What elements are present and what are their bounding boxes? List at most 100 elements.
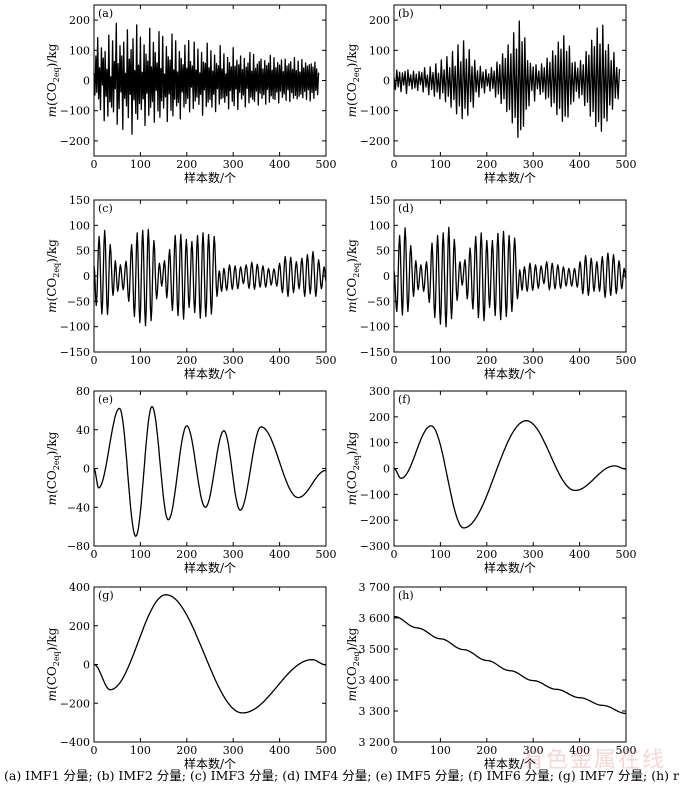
plot-frame (393, 586, 627, 743)
y-axis-label: m(CO2eq)/kg (45, 431, 61, 505)
y-tick-label: 0 (83, 75, 90, 88)
y-tick-label: 100 (69, 219, 90, 232)
x-tick-label: 100 (130, 548, 151, 561)
series-line (93, 405, 327, 537)
x-tick-label: 100 (430, 744, 451, 757)
x-axis-label: 样本数/个 (184, 170, 236, 185)
y-axis-label: m(CO2eq)/kg (345, 43, 361, 117)
panel-label: (d) (398, 202, 414, 215)
x-tick-label: 200 (476, 744, 497, 757)
x-tick-label: 400 (269, 354, 290, 367)
x-tick-label: 400 (569, 354, 590, 367)
x-tick-label: 300 (523, 548, 544, 561)
x-tick-label: 300 (223, 354, 244, 367)
y-tick-label: −100 (60, 321, 90, 334)
y-axis-label: m(CO2eq)/kg (345, 627, 361, 701)
panel-c: 0 100 200 300 400 500 −150 −100 −50 0 50 100 150 样本数/… (45, 194, 337, 381)
series-line (393, 20, 621, 138)
x-tick-label: 300 (523, 158, 544, 171)
x-tick-label: 200 (176, 548, 197, 561)
panel-a: 0 100 200 300 400 500−200−1000100200样本数/个m(CO… (45, 4, 337, 185)
x-axis-label: 样本数/个 (484, 170, 536, 185)
y-tick-label: −100 (60, 105, 90, 118)
x-tick-label: 400 (269, 744, 290, 757)
x-axis-label: 样本数/个 (484, 366, 536, 381)
x-tick-label: 400 (569, 548, 590, 561)
y-tick-label: 100 (369, 437, 390, 450)
y-tick-label: 50 (76, 245, 90, 258)
panel-label: (f) (398, 393, 411, 406)
caption-text: (a) IMF1 分量; (b) IMF2 分量; (c) IMF3 分量; (… (4, 768, 679, 783)
y-tick-label: 0 (383, 270, 390, 283)
x-tick-label: 300 (223, 158, 244, 171)
y-tick-label: 0 (383, 463, 390, 476)
x-axis-label: 样本数/个 (484, 756, 536, 771)
y-tick-label: 0 (83, 463, 90, 476)
series-line (93, 22, 320, 135)
y-tick-label: 3 600 (359, 612, 391, 625)
panel-b: 0 100 200 300 400 500−200−1000100200样本数/个m(CO… (345, 4, 637, 185)
x-tick-label: 0 (391, 744, 398, 757)
plot-frame (393, 390, 627, 547)
y-tick-label: 150 (369, 194, 390, 207)
x-tick-label: 100 (130, 158, 151, 171)
y-tick-label: −200 (360, 135, 390, 148)
x-tick-label: 500 (316, 548, 337, 561)
y-tick-label: −200 (360, 514, 390, 527)
y-tick-label: 0 (83, 659, 90, 672)
x-tick-label: 0 (91, 158, 98, 171)
y-tick-label: 3 200 (359, 736, 391, 749)
y-axis-label: m(CO2eq)/kg (345, 239, 361, 313)
y-tick-label: −50 (67, 295, 90, 308)
x-tick-label: 200 (176, 158, 197, 171)
y-tick-label: −150 (60, 346, 90, 359)
x-axis-label: 样本数/个 (484, 560, 536, 575)
x-tick-label: 200 (476, 354, 497, 367)
panel-label: (b) (398, 7, 414, 20)
x-tick-label: 500 (316, 354, 337, 367)
series-line (93, 594, 326, 714)
y-tick-label: 0 (83, 270, 90, 283)
x-tick-label: 500 (316, 744, 337, 757)
y-tick-label: −150 (360, 346, 390, 359)
y-tick-label: −300 (360, 540, 390, 553)
y-tick-label: 200 (69, 620, 90, 633)
panel-label: (e) (98, 393, 113, 406)
y-tick-label: 50 (376, 245, 390, 258)
x-tick-label: 100 (430, 354, 451, 367)
x-tick-label: 300 (223, 548, 244, 561)
series-line (93, 228, 327, 327)
y-axis-label: m(CO2eq)/kg (345, 431, 361, 505)
x-tick-label: 400 (569, 744, 590, 757)
x-tick-label: 500 (616, 548, 637, 561)
y-tick-label: 100 (69, 44, 90, 57)
x-tick-label: 400 (269, 548, 290, 561)
x-tick-label: 300 (223, 744, 244, 757)
y-tick-label: −40 (67, 501, 90, 514)
panel-label: (g) (98, 589, 114, 602)
x-tick-label: 400 (569, 158, 590, 171)
x-tick-label: 300 (523, 354, 544, 367)
panel-label: (h) (398, 589, 414, 602)
watermark: 有色金属在线 (521, 748, 666, 773)
x-axis-label: 样本数/个 (184, 756, 236, 771)
x-axis-label: 样本数/个 (184, 366, 236, 381)
x-axis-label: 样本数/个 (184, 560, 236, 575)
x-tick-label: 0 (91, 548, 98, 561)
series-line (393, 615, 627, 715)
y-tick-label: 150 (69, 194, 90, 207)
x-tick-label: 500 (616, 158, 637, 171)
x-tick-label: 100 (430, 548, 451, 561)
y-tick-label: −80 (67, 540, 90, 553)
y-tick-label: 40 (76, 424, 90, 437)
x-tick-label: 0 (91, 744, 98, 757)
y-axis-label: m(CO2eq)/kg (45, 239, 61, 313)
y-tick-label: 3 300 (359, 705, 391, 718)
x-tick-label: 0 (391, 354, 398, 367)
x-tick-label: 0 (391, 158, 398, 171)
series-line (393, 226, 627, 328)
plot-frame (93, 390, 327, 547)
x-tick-label: 200 (476, 548, 497, 561)
x-tick-label: 100 (130, 354, 151, 367)
y-tick-label: 200 (369, 14, 390, 27)
